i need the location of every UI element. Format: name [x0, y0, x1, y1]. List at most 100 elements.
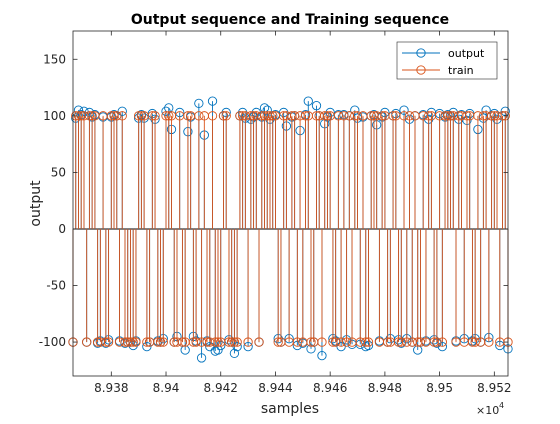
marker-output: [73, 105, 84, 115]
marker-train: [388, 111, 398, 121]
marker-train: [82, 337, 92, 347]
y-tick-label: 100: [43, 109, 66, 123]
x-exponent-power: 4: [499, 401, 504, 410]
y-tick-label: 50: [51, 165, 66, 179]
marker-output: [399, 105, 409, 115]
marker-train: [437, 337, 447, 347]
legend-marker-train: [416, 65, 426, 75]
marker-train: [470, 337, 480, 347]
marker-train: [402, 337, 412, 347]
x-axis-exponent: ×10 4: [476, 401, 504, 417]
marker-train: [500, 111, 510, 121]
x-tick-label: 8.938: [94, 381, 128, 395]
legend-label-output: output: [448, 47, 485, 60]
marker-output: [481, 105, 491, 115]
marker-output: [117, 106, 127, 116]
marker-train: [289, 111, 300, 121]
marker-output: [79, 106, 89, 116]
marker-train: [232, 337, 242, 347]
marker-train: [194, 111, 204, 121]
marker-train: [183, 111, 193, 121]
marker-output: [232, 341, 242, 352]
marker-train: [101, 337, 111, 347]
x-tick-label: 8.944: [258, 381, 292, 395]
marker-train: [254, 337, 264, 347]
marker-train: [399, 111, 409, 121]
marker-train: [246, 111, 256, 121]
marker-train: [177, 337, 188, 347]
marker-train: [432, 337, 442, 347]
marker-train: [396, 337, 406, 347]
chart-title: Output sequence and Training sequence: [131, 12, 449, 28]
x-tick-label: 8.94: [153, 381, 180, 395]
marker-train: [320, 111, 330, 121]
marker-train: [112, 111, 122, 121]
marker-train: [136, 111, 147, 121]
marker-output: [437, 341, 447, 352]
marker-train: [352, 111, 363, 121]
marker-train: [292, 337, 302, 347]
marker-train: [322, 111, 333, 121]
marker-train: [117, 111, 127, 121]
marker-train: [153, 337, 163, 347]
marker-train: [106, 111, 116, 121]
marker-output: [311, 101, 322, 111]
axis-ticks: 8.938 8.94 8.942 8.944 8.946 8.948 8.95 8.952 -1…: [39, 31, 512, 395]
marker-train: [210, 337, 220, 347]
marker-train: [221, 111, 231, 121]
marker-train: [333, 111, 344, 121]
x-tick-label: 8.95: [426, 381, 453, 395]
marker-train: [361, 337, 371, 347]
marker-train: [218, 111, 229, 121]
legend: output train: [396, 41, 498, 80]
marker-output: [229, 348, 240, 359]
marker-train: [268, 111, 278, 121]
marker-train: [128, 337, 138, 347]
marker-train: [341, 337, 352, 347]
marker-output: [207, 96, 218, 106]
marker-train: [150, 111, 160, 121]
marker-train: [164, 111, 174, 121]
y-tick-label: 0: [58, 222, 66, 236]
marker-train: [339, 111, 349, 121]
y-tick-label: -50: [46, 279, 66, 293]
marker-output: [161, 106, 171, 116]
marker-output: [243, 341, 253, 352]
marker-train: [87, 111, 97, 121]
marker-train: [161, 111, 171, 121]
marker-train: [142, 337, 152, 347]
marker-train: [84, 111, 95, 121]
marker-train: [125, 337, 136, 347]
marker-train: [306, 337, 316, 347]
marker-train: [486, 111, 497, 121]
legend-box: [396, 41, 498, 80]
legend-marker-output: [416, 48, 426, 58]
marker-train: [207, 111, 218, 121]
marker-output: [142, 341, 152, 352]
marker-train: [155, 337, 166, 347]
marker-train: [213, 337, 223, 347]
y-tick-label: 150: [43, 52, 66, 66]
marker-train: [227, 337, 237, 347]
marker-train: [265, 111, 275, 121]
marker-train: [404, 111, 415, 121]
marker-train: [147, 111, 157, 121]
marker-train: [273, 337, 283, 347]
marker-output: [303, 96, 313, 106]
marker-output: [317, 350, 327, 361]
x-tick-label: 8.952: [477, 381, 511, 395]
marker-train: [415, 337, 426, 347]
marker-train: [363, 337, 374, 347]
marker-output: [196, 353, 207, 363]
marker-train: [131, 337, 141, 347]
x-tick-label: 8.946: [313, 381, 347, 395]
marker-output: [205, 341, 215, 352]
axes-background: [73, 31, 508, 376]
marker-train: [158, 337, 168, 347]
marker-train: [229, 337, 240, 347]
marker-train: [366, 111, 376, 121]
marker-train: [243, 337, 253, 347]
x-axis-label: samples: [261, 401, 319, 417]
y-tick-label: -100: [39, 335, 66, 349]
